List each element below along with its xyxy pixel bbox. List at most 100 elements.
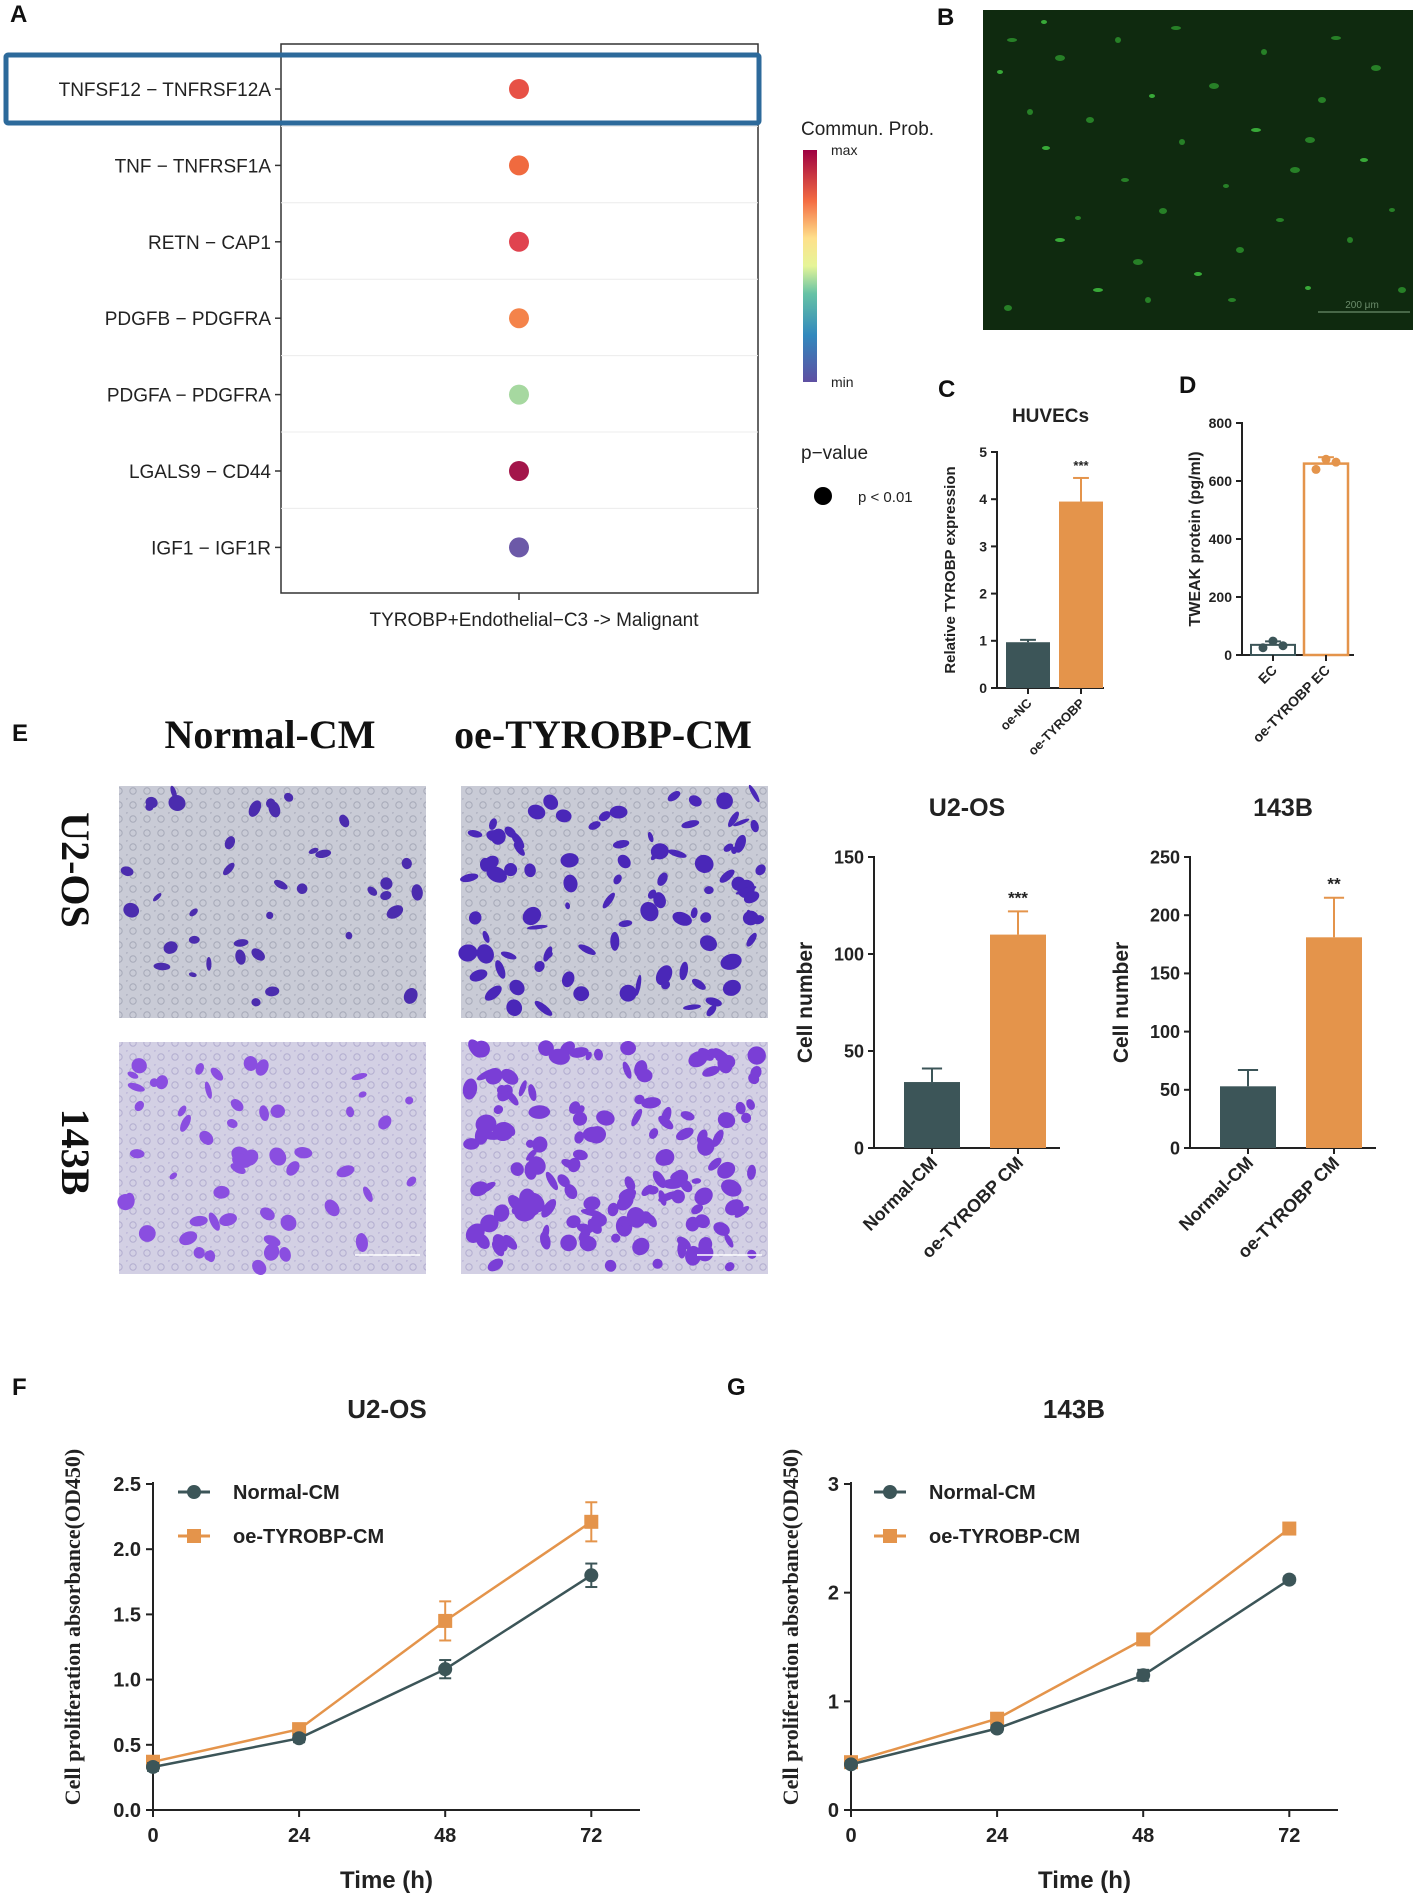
stained-cell: [708, 1157, 722, 1171]
data-point: [1331, 457, 1341, 467]
x-axis-label: Time (h): [340, 1867, 433, 1894]
stained-cell: [487, 1258, 504, 1272]
stained-cell: [626, 1207, 646, 1228]
stained-cell: [315, 849, 332, 858]
fluorescent-cell: [1371, 65, 1381, 71]
y-tick-label: 200: [1150, 906, 1180, 926]
panel-label-a: A: [10, 1, 27, 28]
stained-cell: [588, 821, 601, 830]
x-tick-label: 48: [434, 1825, 456, 1847]
stained-cell: [622, 1061, 632, 1079]
stained-cell: [482, 930, 490, 943]
colorbar-title: Commun. Prob.: [801, 119, 934, 140]
stained-cell: [671, 1189, 685, 1204]
stained-cell: [513, 842, 525, 856]
stained-cell: [578, 1228, 591, 1242]
stained-cell: [746, 932, 757, 947]
stained-cell: [748, 784, 760, 803]
stained-cell: [685, 1245, 702, 1266]
stained-cell: [204, 1081, 212, 1099]
fluorescent-cell: [1115, 37, 1121, 43]
x-tick-label: 72: [1278, 1825, 1300, 1847]
stained-cell: [193, 1247, 205, 1259]
stained-cell: [677, 1240, 687, 1259]
stained-cell: [563, 874, 578, 893]
fluorescent-cell: [1290, 167, 1300, 173]
stained-cell: [465, 1223, 485, 1243]
stained-cell: [681, 820, 700, 829]
stained-cell: [647, 831, 654, 843]
pvalue-legend-title: p−value: [801, 443, 868, 464]
fluorescent-cell: [1251, 128, 1261, 132]
stained-cell: [486, 866, 507, 883]
stained-cell: [706, 1005, 717, 1017]
stained-cell: [242, 1149, 259, 1166]
micrograph-u2os-normal: [119, 786, 426, 1018]
stained-cell: [717, 1161, 736, 1179]
pvalue-legend-label: p < 0.01: [858, 489, 913, 506]
y-tick-label: 100: [1150, 1022, 1180, 1042]
panel-a-dotplot: TNFSF12 − TNFRSF12A TNF − TNFRSF1A RETN − …: [3, 43, 934, 631]
dotplot-x-label: TYROBP+Endothelial−C3 -> Malignant: [370, 610, 700, 631]
stained-cell: [704, 886, 714, 895]
stained-cell: [255, 1059, 269, 1076]
stained-cell: [750, 819, 759, 833]
stained-cell: [484, 985, 502, 1001]
panel-label-d: D: [1179, 372, 1196, 399]
stained-cell: [538, 1040, 554, 1056]
stained-cell: [636, 1068, 653, 1083]
stained-cell: [224, 836, 236, 850]
stained-cell: [123, 902, 140, 918]
stained-cell: [735, 886, 757, 895]
column-label-oe: oe-TYROBP-CM: [454, 712, 752, 757]
stained-cell: [694, 1187, 713, 1206]
stained-cell: [204, 1250, 214, 1261]
dotplot-point: [509, 79, 529, 99]
stained-cell: [683, 1004, 701, 1011]
stained-cell: [467, 830, 483, 838]
stained-cell: [235, 949, 246, 965]
panel-label-b: B: [937, 4, 954, 31]
stained-cell: [208, 1212, 220, 1231]
stained-cell: [367, 886, 378, 896]
panel-c-bar-chart: 0 1 2 3 4 5 HUVECs Relative TYROBP expression oe…: [942, 406, 1104, 758]
stained-cell: [188, 935, 200, 944]
y-tick-label: 1.5: [113, 1604, 141, 1626]
panel-b-fluorescence-image: 200 μm: [983, 10, 1413, 330]
fluorescent-cell: [1004, 305, 1012, 311]
stained-cell: [265, 986, 280, 997]
y-tick-label: 150: [834, 847, 864, 867]
y-tick-label: 800: [1209, 415, 1233, 431]
stained-cell: [213, 1185, 230, 1199]
stained-cell: [527, 804, 546, 820]
stained-cell: [469, 969, 488, 982]
stained-cell: [145, 803, 154, 811]
y-tick-label: 200: [1209, 589, 1233, 605]
stained-cell: [405, 1096, 414, 1105]
y-axis-label: Cell number: [794, 942, 817, 1063]
y-tick-label: 250: [1150, 847, 1180, 867]
stained-cell: [252, 1259, 267, 1275]
stained-cell: [189, 908, 198, 917]
stained-cell: [486, 830, 503, 842]
stained-cell: [380, 877, 393, 890]
stained-cell: [401, 857, 412, 870]
stained-cell: [163, 941, 178, 954]
fluorescent-cell: [1121, 178, 1129, 182]
stained-cell: [721, 1179, 742, 1197]
panel-label-e: E: [12, 720, 28, 747]
stained-cell: [688, 795, 702, 807]
fluorescent-cell: [1075, 216, 1081, 220]
stained-cell: [460, 873, 479, 883]
data-point: [584, 1514, 599, 1529]
significance-marker: ***: [1073, 458, 1089, 473]
y-tick-label: 0.5: [113, 1735, 141, 1757]
stained-cell: [731, 846, 738, 854]
stained-cell: [649, 1128, 659, 1139]
series-line: [152, 1574, 592, 1769]
stained-cell: [496, 1084, 506, 1094]
series-line: [152, 1520, 593, 1764]
x-axis-label: Time (h): [1038, 1867, 1131, 1894]
stained-cell: [658, 1190, 667, 1206]
